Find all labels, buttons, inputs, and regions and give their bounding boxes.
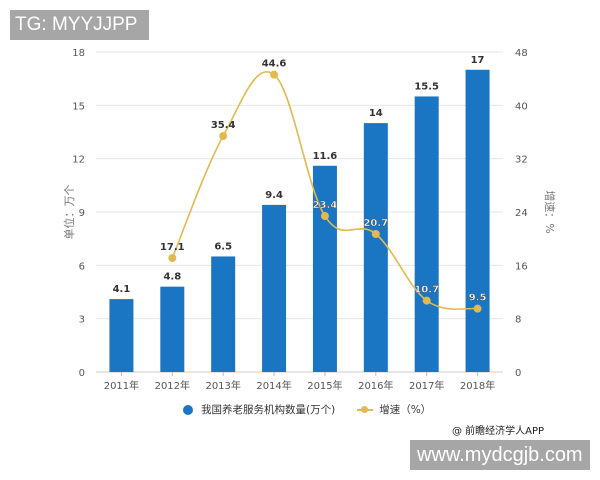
right-tick-label: 8	[515, 315, 521, 326]
line-point[interactable]	[371, 230, 380, 238]
x-tick-label: 2012年	[155, 379, 190, 392]
left-tick-label: 3	[79, 315, 85, 326]
left-tick-label: 18	[72, 48, 85, 59]
left-axis-title: 单位：万个	[62, 185, 76, 240]
bar[interactable]	[211, 256, 236, 372]
right-tick-label: 0	[515, 368, 521, 379]
left-tick-label: 15	[72, 101, 85, 112]
right-tick-label: 16	[515, 261, 528, 272]
legend-label-line: 增速（%）	[379, 404, 432, 416]
line-point[interactable]	[320, 212, 329, 220]
left-tick-label: 0	[79, 368, 85, 379]
chart-legend: 我国养老服务机构数量(万个) 增速（%）	[183, 402, 453, 417]
line-series: 17.1 35.4 44.6 23.4 20.7 10.7 9.5	[160, 59, 487, 313]
combo-chart: 0 3 6 9 12 15 18 0 8 16 24 32 40 48 4.1 4.8 6.5 9.4 11.6…	[62, 48, 557, 392]
line-point[interactable]	[219, 132, 228, 140]
legend-label-bars: 我国养老服务机构数量(万个)	[201, 404, 336, 416]
bar[interactable]	[262, 204, 287, 372]
gridlines	[96, 51, 503, 373]
line-point[interactable]	[422, 296, 431, 305]
legend-line-marker-icon	[357, 405, 374, 415]
line-value-label: 23.4	[313, 200, 338, 211]
x-tick-label: 2015年	[307, 379, 342, 392]
line-value-label: 44.6	[262, 59, 287, 70]
line-point[interactable]	[270, 70, 279, 79]
bar[interactable]	[109, 299, 134, 372]
bar-value-label: 17	[471, 55, 485, 66]
legend-item-line[interactable]: 增速（%）	[357, 402, 431, 417]
bar-value-label: 4.8	[163, 272, 181, 283]
line-value-label: 35.4	[211, 120, 236, 131]
line-point[interactable]	[168, 254, 177, 262]
watermark-top-label: TG: MYYJJPP	[10, 10, 149, 40]
line-value-label: 10.7	[414, 285, 439, 296]
x-tick-label: 2017年	[409, 379, 444, 392]
bar[interactable]	[465, 69, 490, 373]
right-tick-label: 48	[515, 48, 528, 59]
left-tick-label: 12	[72, 155, 85, 166]
watermark-bottom-label: www.mydcgjb.com	[410, 440, 590, 470]
x-tick-label: 2013年	[205, 379, 240, 392]
x-tick-label: 2011年	[104, 379, 139, 392]
right-axis-title: 增速：%	[543, 190, 557, 233]
right-tick-label: 24	[515, 208, 528, 219]
line-value-label: 9.5	[469, 293, 487, 304]
bar-value-label: 15.5	[414, 81, 439, 92]
right-tick-label: 32	[515, 155, 528, 166]
bar-series: 4.1 4.8 6.5 9.4 11.6 14 15.5 17	[109, 55, 490, 373]
bar-value-label: 6.5	[214, 241, 232, 252]
right-axis-ticks: 0 8 16 24 32 40 48	[515, 48, 528, 379]
left-tick-label: 9	[79, 208, 85, 219]
bar[interactable]	[363, 123, 388, 372]
x-tick-label: 2018年	[460, 379, 495, 392]
left-axis-ticks: 0 3 6 9 12 15 18	[72, 48, 85, 379]
bar-value-label: 9.4	[265, 190, 283, 201]
x-tick-label: 2016年	[358, 379, 393, 392]
bar[interactable]	[160, 286, 185, 372]
legend-dot-icon	[183, 404, 193, 415]
left-tick-label: 6	[79, 261, 85, 272]
source-credit: @ 前瞻经济学人APP	[452, 426, 545, 437]
bar-value-label: 14	[369, 108, 383, 119]
line-point[interactable]	[473, 304, 482, 313]
legend-item-bars[interactable]: 我国养老服务机构数量(万个)	[183, 402, 335, 417]
x-tick-label: 2014年	[256, 379, 291, 392]
bar[interactable]	[414, 96, 439, 372]
bar-value-label: 4.1	[113, 284, 131, 295]
right-tick-label: 40	[515, 101, 528, 112]
x-axis-ticks: 2011年 2012年 2013年 2014年 2015年 2016年 2017年 2018年	[104, 372, 495, 392]
bar-value-label: 11.6	[313, 151, 338, 162]
line-value-label: 17.1	[160, 242, 185, 253]
line-value-label: 20.7	[363, 218, 388, 229]
